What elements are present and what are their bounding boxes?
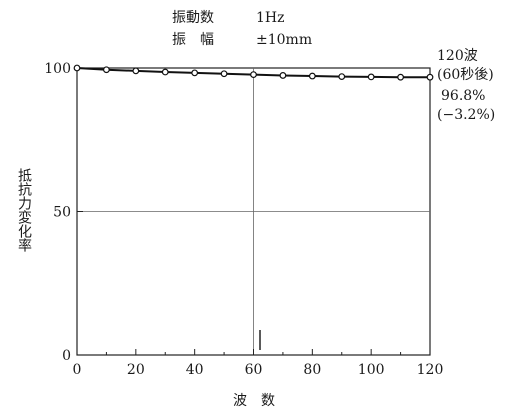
grid-lines [77,68,430,355]
data-point [103,66,110,74]
x-tick-label: 120 [417,362,444,378]
data-point [191,69,199,77]
x-tick-labels: 0 20 40 60 80 100 120 [73,362,444,378]
end-value-change: (−3.2%) [437,107,495,123]
condition-amplitude-label: 振 幅 [172,32,214,48]
x-tick-label: 100 [358,362,385,378]
end-label-seconds: (60秒後) [437,67,494,83]
data-point [250,71,257,79]
y-axis-title: 抵抗力変化率 [16,168,32,252]
data-point [338,73,346,81]
condition-amplitude-value: ±10mm [256,32,312,48]
x-tick-label: 80 [303,362,321,378]
y-tick-label: 50 [53,205,71,221]
condition-frequency-value: 1Hz [256,10,285,26]
data-point [220,70,228,78]
data-point [73,64,81,72]
data-point [161,68,169,76]
end-label-waves: 120波 [437,48,478,64]
series-points [73,64,434,81]
data-point [279,72,287,79]
x-axis-title: 波 数 [233,393,275,409]
x-tick-label: 40 [186,362,204,378]
x-tick-label: 0 [73,362,82,378]
data-point [426,73,434,81]
data-point [308,72,316,80]
data-point [367,73,375,81]
y-tick-label: 0 [62,348,71,364]
y-tick-label: 100 [44,61,71,77]
x-tick-label: 60 [245,362,263,378]
data-point [132,67,140,75]
y-tick-labels: 0 50 100 [44,61,71,364]
condition-frequency-label: 振動数 [172,10,214,26]
data-point [397,73,404,81]
end-value-percent: 96.8% [441,88,485,104]
x-tick-label: 20 [127,362,145,378]
